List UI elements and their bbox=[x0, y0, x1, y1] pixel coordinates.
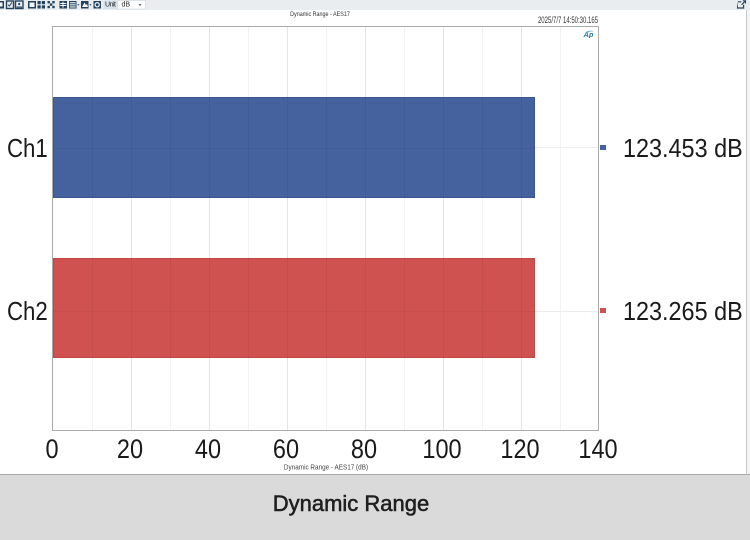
svg-text:Ap: Ap bbox=[583, 30, 594, 38]
svg-text:Unit: Unit bbox=[105, 2, 116, 9]
svg-text:dB: dB bbox=[122, 2, 131, 9]
